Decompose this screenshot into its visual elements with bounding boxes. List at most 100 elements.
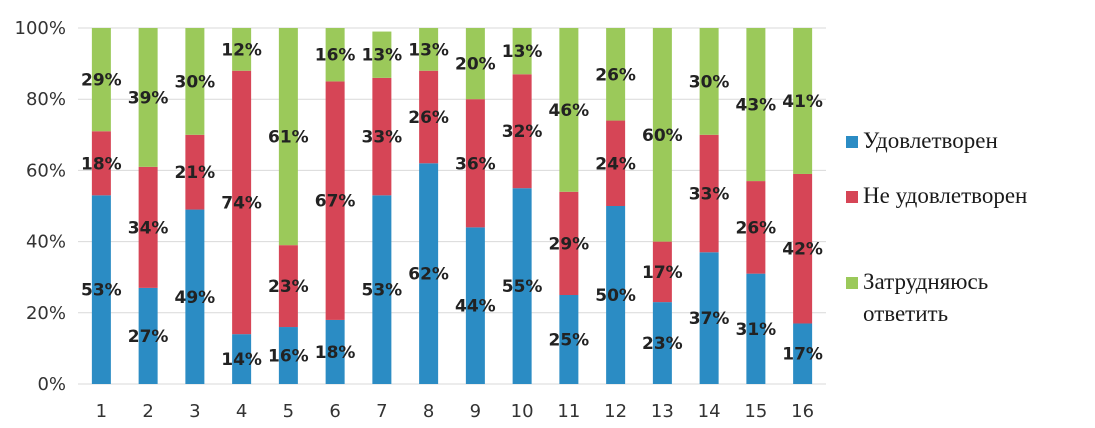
- data-label: 30%: [175, 72, 216, 92]
- bar-segment-series1-cat12: [606, 206, 626, 384]
- bar-segment-series1-cat4: [232, 334, 252, 384]
- bar-segment-series1-cat6: [325, 319, 345, 384]
- bar-segment-series3-cat3: [185, 28, 205, 135]
- legend-label: Не удовлетворен: [863, 183, 1027, 208]
- bar-segment-series3-cat15: [746, 28, 766, 182]
- data-label: 13%: [502, 42, 543, 62]
- data-label: 32%: [502, 122, 543, 142]
- data-label: 61%: [268, 128, 309, 148]
- bar-segment-series2-cat9: [465, 99, 485, 228]
- bar-segment-series2-cat3: [185, 134, 205, 210]
- bar-segment-series1-cat14: [699, 252, 719, 384]
- data-label: 33%: [689, 185, 730, 205]
- bar-segment-series3-cat4: [232, 28, 252, 71]
- data-label: 41%: [782, 92, 823, 112]
- data-label: 43%: [736, 96, 777, 116]
- bar-segment-series3-cat14: [699, 28, 719, 135]
- bar-segment-series3-cat6: [325, 28, 345, 82]
- bar-segment-series2-cat7: [372, 77, 392, 196]
- data-label: 49%: [175, 288, 216, 308]
- data-label: 44%: [455, 297, 496, 317]
- bar-segment-series3-cat8: [419, 28, 439, 71]
- bar-segment-series1-cat8: [419, 163, 439, 384]
- bar-segment-series1-cat3: [185, 209, 205, 384]
- legend-label: Затрудняюсь: [863, 269, 988, 294]
- data-label-layer: 53% 18% 29% 27% 34% 39% 49% 21% 30% 14% 74% 12% 16% 2…: [81, 40, 823, 370]
- data-label: 20%: [455, 55, 496, 75]
- data-label: 16%: [268, 347, 309, 367]
- bar-segment-series2-cat8: [419, 70, 439, 164]
- data-label: 23%: [642, 334, 683, 354]
- x-tick-label: 4: [236, 401, 247, 422]
- bar-segment-series2-cat11: [559, 191, 579, 295]
- data-label: 53%: [81, 281, 122, 301]
- data-label: 34%: [128, 218, 169, 238]
- bar-segment-series3-cat5: [278, 28, 298, 246]
- legend-label: Удовлетворен: [863, 128, 998, 153]
- bar-segment-series1-cat1: [91, 195, 111, 384]
- bar-segment-series1-cat16: [793, 323, 813, 384]
- bar-segment-series1-cat13: [652, 302, 672, 384]
- x-tick-label: 2: [142, 401, 153, 422]
- y-tick-label: 80%: [26, 89, 66, 110]
- bar-segment-series2-cat12: [606, 120, 626, 206]
- bar-segment-series2-cat2: [138, 166, 158, 288]
- data-label: 18%: [81, 154, 122, 174]
- x-tick-label: 15: [744, 401, 767, 422]
- bar-segment-series3-cat16: [793, 28, 813, 174]
- bar-segment-series3-cat13: [652, 28, 672, 242]
- legend-label: ответить: [863, 301, 948, 326]
- bar-segment-series2-cat16: [793, 173, 813, 324]
- legend: Удовлетворен Не удовлетворен Затрудняюсь от…: [846, 128, 1027, 326]
- data-label: 62%: [408, 265, 449, 285]
- x-tick-label: 12: [604, 401, 627, 422]
- data-label: 60%: [642, 126, 683, 146]
- data-label: 37%: [689, 309, 730, 329]
- bar-segment-series1-cat5: [278, 327, 298, 384]
- bar-segment-series1-cat2: [138, 287, 158, 384]
- data-label: 26%: [595, 65, 636, 85]
- data-label: 53%: [362, 281, 403, 301]
- x-tick-label: 9: [470, 401, 481, 422]
- data-label: 16%: [315, 46, 356, 66]
- x-tick-label: 3: [189, 401, 200, 422]
- bar-segment-series2-cat15: [746, 181, 766, 274]
- data-label: 26%: [736, 218, 777, 238]
- data-label: 30%: [689, 72, 730, 92]
- data-label: 29%: [81, 71, 122, 91]
- x-tick-label: 14: [698, 401, 721, 422]
- bar-segment-series3-cat7: [372, 31, 392, 78]
- bar-segment-series3-cat2: [138, 28, 158, 167]
- data-label: 17%: [782, 345, 823, 365]
- bar-segment-series1-cat15: [746, 273, 766, 384]
- bar-segment-series2-cat4: [232, 70, 252, 335]
- data-label: 27%: [128, 327, 169, 347]
- data-label: 55%: [502, 277, 543, 297]
- x-tick-label: 5: [283, 401, 294, 422]
- data-label: 25%: [549, 331, 590, 351]
- bar-segment-series3-cat12: [606, 28, 626, 121]
- x-tick-label: 8: [423, 401, 434, 422]
- bar-segment-series2-cat13: [652, 241, 672, 303]
- bar-layer: [91, 28, 813, 384]
- x-tick-label: 10: [511, 401, 534, 422]
- legend-swatch: [846, 136, 858, 148]
- bar-segment-series2-cat1: [91, 131, 111, 196]
- y-tick-label: 40%: [26, 232, 66, 253]
- data-label: 74%: [221, 193, 262, 213]
- x-tick-label: 16: [791, 401, 814, 422]
- bar-segment-series1-cat10: [512, 188, 532, 384]
- bar-segment-series2-cat14: [699, 134, 719, 253]
- bar-segment-series3-cat11: [559, 28, 579, 192]
- bar-segment-series3-cat9: [465, 28, 485, 100]
- bar-segment-series3-cat10: [512, 28, 532, 75]
- data-label: 26%: [408, 108, 449, 128]
- data-label: 29%: [549, 234, 590, 254]
- data-label: 18%: [315, 343, 356, 363]
- bar-segment-series3-cat1: [91, 28, 111, 132]
- bar-segment-series2-cat6: [325, 81, 345, 320]
- bar-segment-series2-cat10: [512, 74, 532, 189]
- data-label: 36%: [455, 154, 496, 174]
